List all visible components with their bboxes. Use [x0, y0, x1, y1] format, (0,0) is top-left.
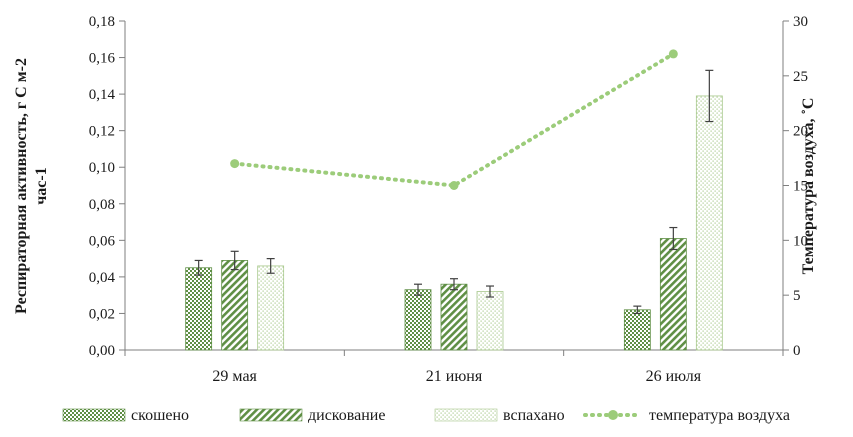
category-label: 21 июня — [426, 368, 483, 385]
legend-swatch-diagonal — [239, 408, 303, 422]
bar-checker — [623, 309, 651, 351]
legend-label: дискование — [308, 407, 385, 424]
category-labels: 29 мая 21 июня 26 июля — [212, 368, 701, 385]
y-tick-label: 0,10 — [89, 160, 115, 176]
temperature-line-path — [232, 51, 676, 188]
y-tick-label: 0,16 — [89, 51, 116, 67]
bar-diagonal — [659, 238, 687, 351]
y-tick-label: 0,02 — [89, 306, 115, 322]
y-ticks-left: 0,00 0,02 0,04 0,06 0,08 0,10 0,12 0,14 0,16 0,18 — [89, 14, 125, 359]
x-ticks — [124, 350, 784, 356]
y-axis-title: Респираторная активность, г С м-2 час-1 — [13, 58, 50, 314]
y2-tick-label: 0 — [793, 343, 801, 359]
error-bars — [194, 69, 714, 315]
category-label: 29 мая — [212, 368, 257, 385]
y-tick-label: 0,18 — [89, 14, 115, 30]
y-tick-label: 0,08 — [89, 197, 115, 213]
legend-swatch-dots — [434, 408, 498, 422]
bar-dots — [695, 95, 723, 351]
y-tick-label: 0,00 — [89, 343, 115, 359]
legend-label: вспахано — [503, 407, 565, 424]
bar-diagonal — [221, 260, 249, 351]
y-ticks-right: 0 5 10 15 20 25 30 — [783, 14, 808, 359]
bars — [185, 95, 723, 351]
y-tick-label: 0,14 — [89, 87, 116, 103]
temperature-point — [230, 159, 240, 169]
y2-tick-label: 25 — [793, 69, 808, 85]
y2-tick-label: 5 — [793, 288, 801, 304]
legend-swatch-marker — [608, 410, 618, 420]
bar-checker — [404, 289, 432, 351]
y-tick-label: 0,06 — [89, 233, 116, 249]
bar-checker — [185, 267, 213, 351]
y2-tick-label: 15 — [793, 179, 808, 195]
bar-diagonal — [440, 283, 468, 351]
legend-label: скошено — [131, 407, 189, 424]
temperature-line — [230, 49, 678, 190]
bar-dots — [476, 291, 504, 351]
y2-tick-label: 20 — [793, 124, 808, 140]
legend-label: температура воздуха — [649, 407, 790, 424]
y2-axis-title: Температура воздуха, ˚С — [800, 98, 817, 275]
temperature-point — [668, 49, 678, 59]
category-label: 26 июля — [646, 368, 702, 385]
bar-dots — [257, 265, 285, 351]
y-tick-label: 0,12 — [89, 124, 115, 140]
y2-tick-label: 10 — [793, 233, 808, 249]
y-tick-label: 0,04 — [89, 270, 116, 286]
legend-swatch-checker — [62, 408, 126, 422]
y2-tick-label: 30 — [793, 14, 808, 30]
temperature-point — [449, 181, 459, 190]
legend: скошено дискование вспахано температура воз… — [62, 407, 790, 424]
